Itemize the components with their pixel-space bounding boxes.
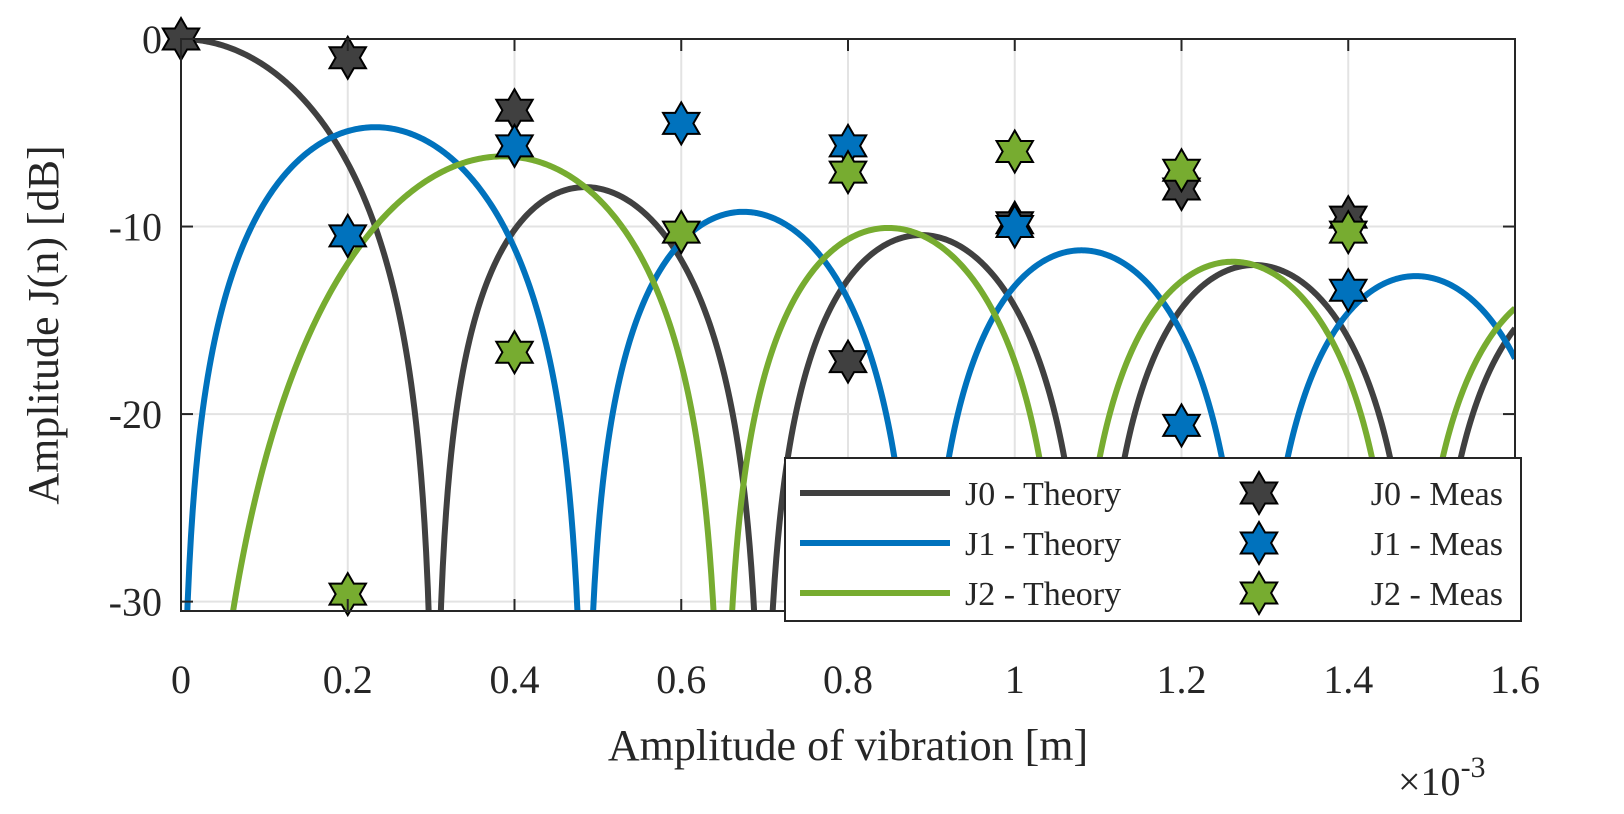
x-tick-label: 1.2 — [1157, 657, 1207, 702]
x-tick-label: 0.4 — [490, 657, 540, 702]
marker-j2-meas — [661, 209, 702, 256]
marker-j1-meas — [494, 122, 535, 169]
y-axis-label: Amplitude J(n) [dB] — [19, 145, 68, 504]
marker-j2-meas — [1328, 209, 1369, 256]
x-multiplier-exponent: -3 — [1461, 751, 1486, 784]
x-axis-label: Amplitude of vibration [m] — [608, 721, 1088, 770]
marker-j1-meas — [1328, 267, 1369, 314]
x-multiplier: ×10-3 — [1398, 751, 1486, 804]
marker-j1-meas — [994, 203, 1035, 250]
y-tick-label: 0 — [142, 17, 162, 62]
marker-j1-meas — [1161, 402, 1202, 449]
x-ticks: 0 0.2 0.4 0.6 0.8 1 1.2 1.4 1.6 — [171, 39, 1540, 702]
legend-swatch-j0-meas — [1239, 469, 1279, 517]
legend-label-j1-theory: J1 - Theory — [965, 526, 1121, 563]
x-tick-label: 0.2 — [323, 657, 373, 702]
y-ticks: 0 -10 -20 -30 — [109, 17, 1515, 625]
marker-j2-meas — [828, 149, 868, 196]
legend-label-j0-theory: J0 - Theory — [965, 476, 1121, 513]
legend-label-j1-meas: J1 - Meas — [1371, 526, 1503, 563]
legend-swatch-j1-meas — [1239, 519, 1279, 567]
line-j1-theory — [184, 124, 1515, 611]
line-j2-theory — [230, 153, 1515, 611]
marker-j1-meas — [661, 100, 702, 147]
legend-box — [784, 457, 1522, 622]
markers — [161, 15, 1369, 618]
marker-j2-meas — [327, 571, 368, 618]
theory-lines — [181, 39, 1515, 611]
x-tick-label: 0.8 — [823, 657, 873, 702]
marker-j2-meas — [994, 128, 1035, 175]
y-tick-label: -30 — [109, 580, 162, 625]
y-tick-label: -10 — [109, 205, 162, 250]
legend-swatch-j2-meas — [1239, 569, 1279, 617]
legend-label-j2-theory: J2 - Theory — [965, 576, 1121, 613]
marker-j1-meas — [327, 212, 368, 259]
x-tick-label: 0 — [171, 657, 191, 702]
legend-label-j0-meas: J0 - Meas — [1371, 476, 1503, 513]
marker-j0-meas — [828, 338, 868, 385]
marker-j2-meas — [1161, 147, 1202, 194]
x-tick-label: 1 — [1005, 657, 1025, 702]
y-tick-label: -20 — [109, 392, 162, 437]
marker-j2-meas — [494, 329, 535, 376]
legend-label-j2-meas: J2 - Meas — [1371, 576, 1503, 613]
x-multiplier-base: ×10 — [1398, 759, 1461, 804]
marker-j0-meas — [327, 34, 368, 81]
x-tick-label: 0.6 — [656, 657, 706, 702]
x-tick-label: 1.4 — [1323, 657, 1373, 702]
legend: J0 - Theory J1 - Theory J2 - Theory J0 - Me… — [784, 457, 1522, 622]
x-tick-label: 1.6 — [1490, 657, 1540, 702]
